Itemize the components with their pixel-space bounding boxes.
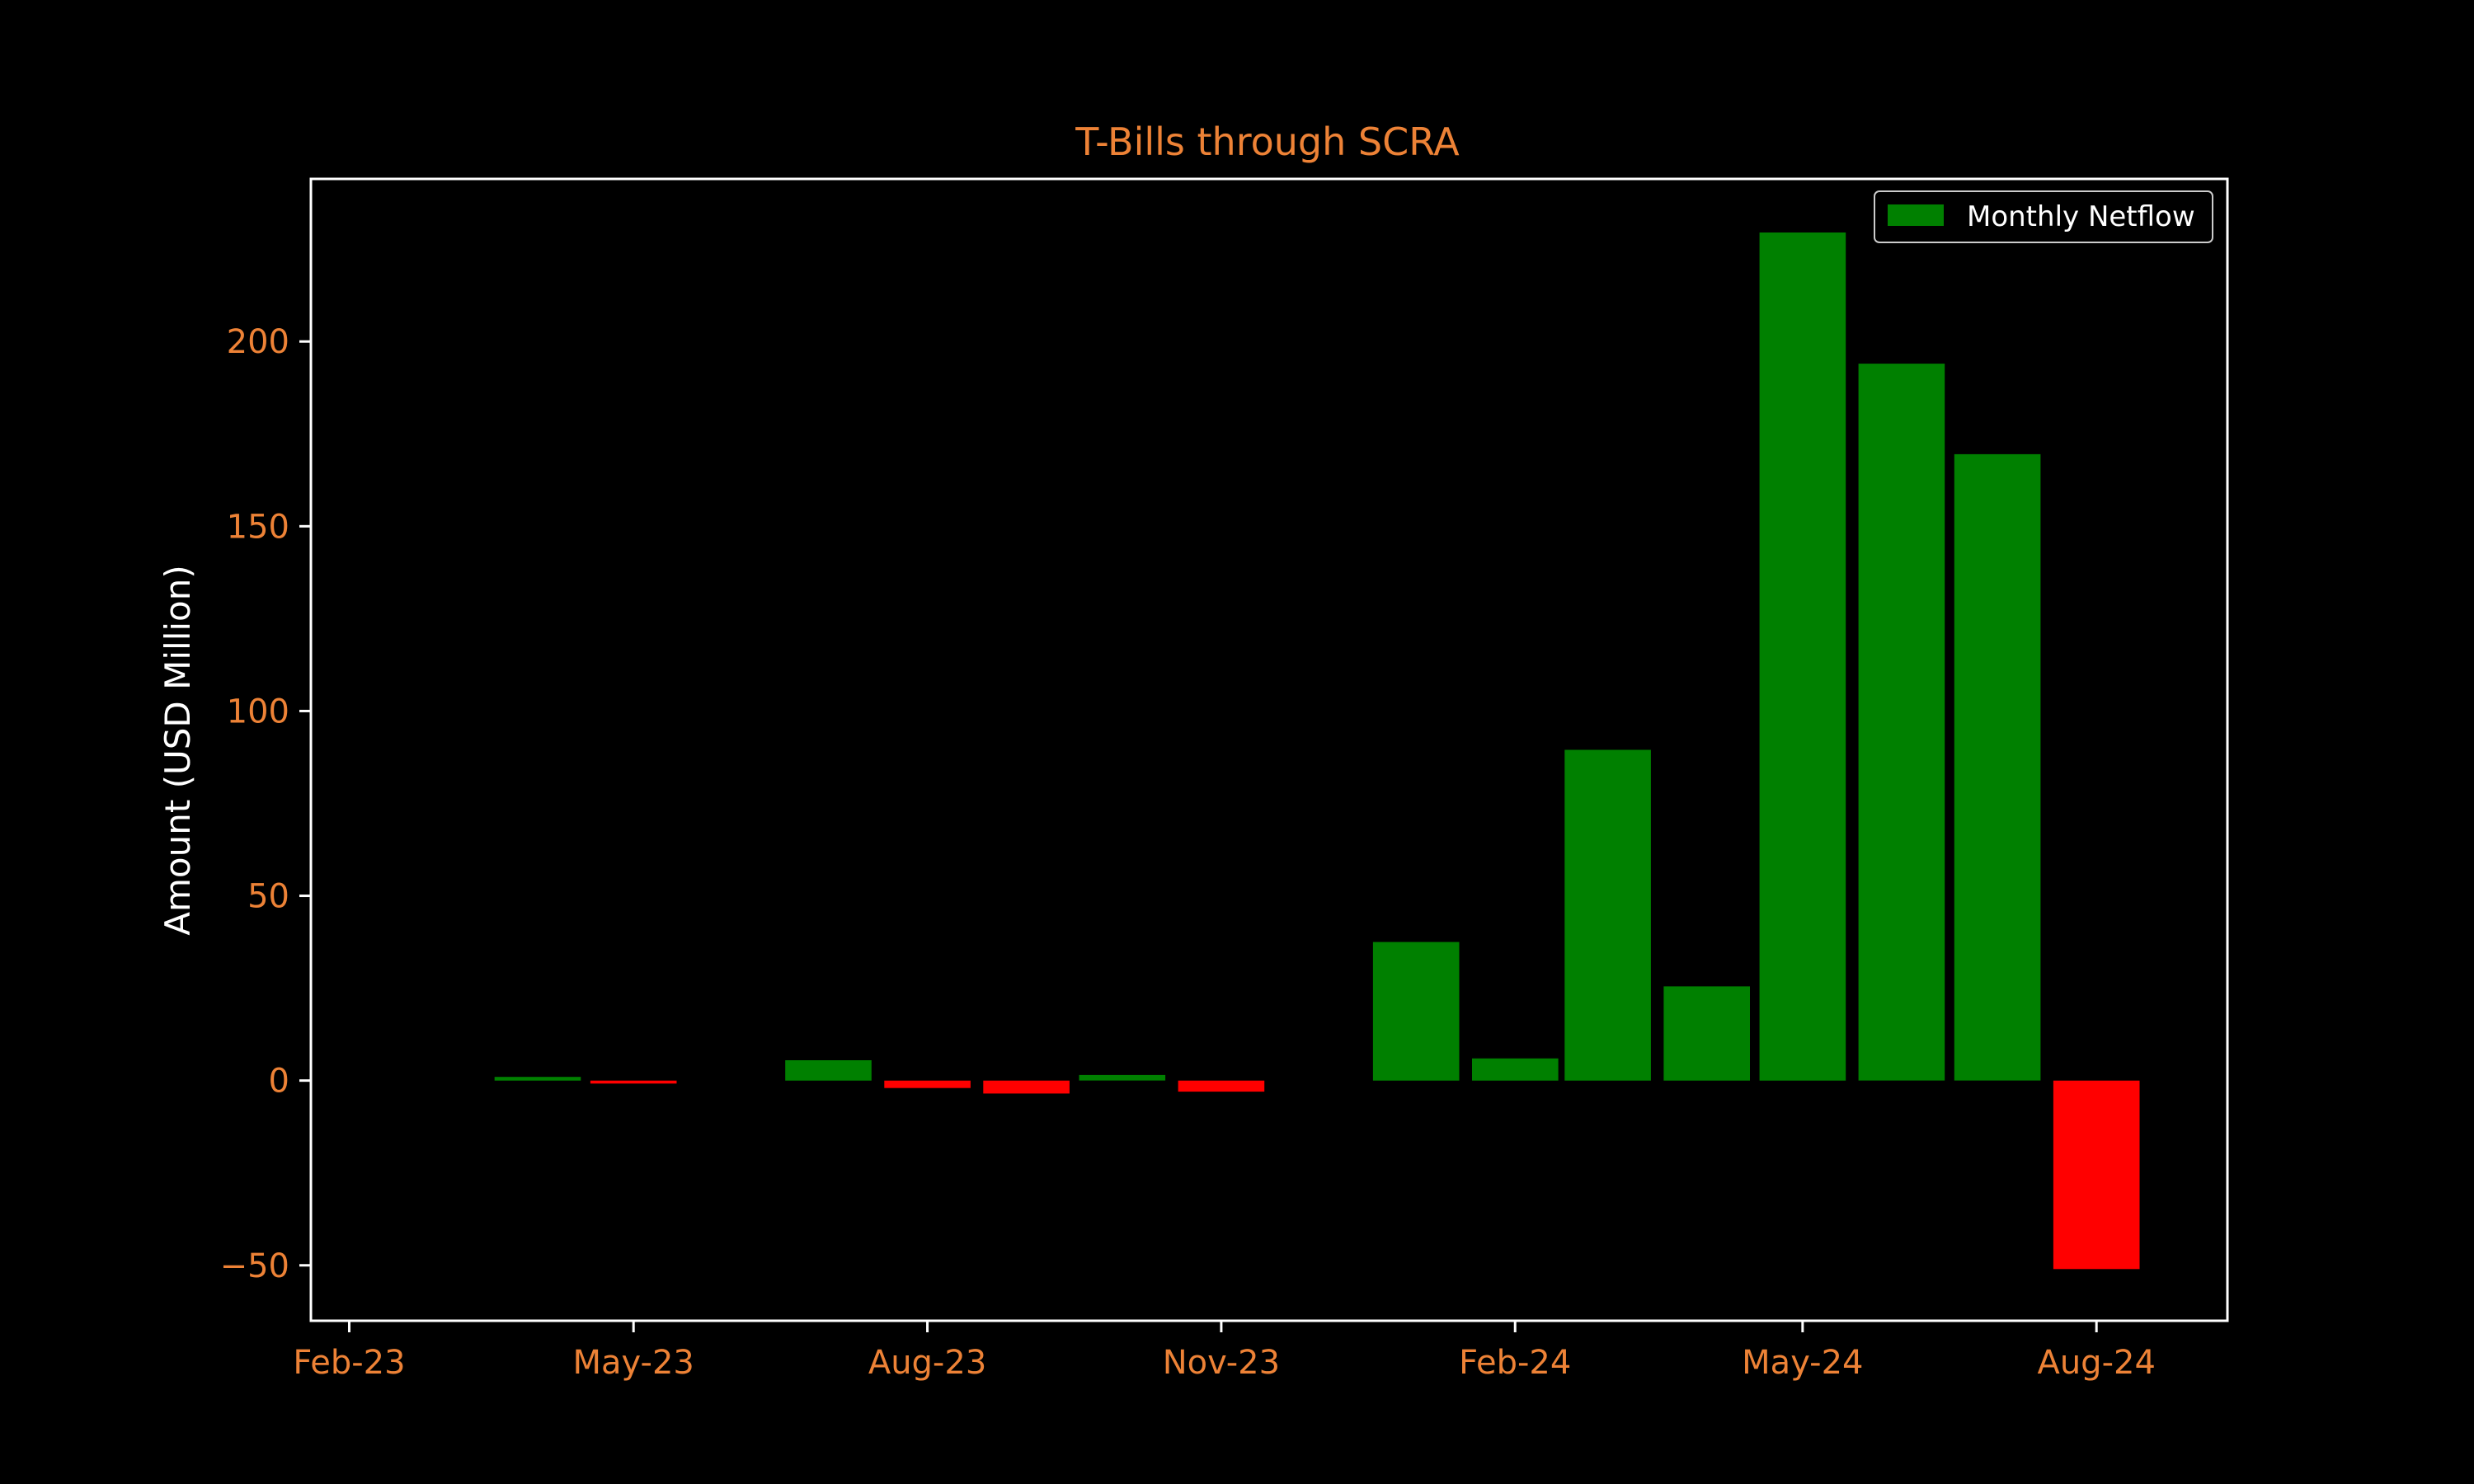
y-tick-label: 50 (247, 878, 289, 916)
bar-2023-10-01 (1079, 1074, 1166, 1081)
bar-2023-09-01 (983, 1080, 1070, 1094)
y-tick-label: 150 (227, 508, 289, 546)
x-tick-label: Feb-23 (293, 1344, 405, 1382)
y-axis-ticks: −50 0 50 100 150 200 (220, 323, 311, 1285)
y-tick-label: 100 (227, 693, 289, 730)
legend-swatch-monthly-netflow (1888, 204, 1944, 226)
legend-box (1874, 190, 2213, 243)
y-axis-label: Amount (USD Million) (158, 565, 198, 936)
bar-2023-04-01 (494, 1077, 581, 1081)
bar-2024-08-01 (2053, 1080, 2140, 1270)
bar-2024-04-01 (1663, 986, 1750, 1081)
bar-2024-06-01 (1858, 364, 1945, 1081)
bar-2024-03-01 (1564, 749, 1651, 1081)
bar-2024-05-01 (1759, 232, 1846, 1081)
legend: Monthly Netflow (1874, 190, 2213, 243)
x-axis-ticks: Feb-23 May-23 Aug-23 Nov-23 Feb-24 May-24 Aug-… (293, 1321, 2156, 1382)
x-tick-label: May-24 (1742, 1344, 1863, 1382)
bar-2024-07-01 (1954, 453, 2041, 1081)
x-tick-label: Nov-23 (1163, 1344, 1280, 1382)
chart-title: T-Bills through SCRA (1075, 120, 1460, 164)
x-tick-label: Aug-23 (868, 1344, 986, 1382)
plot-frame (309, 177, 2229, 1322)
legend-label-monthly-netflow: Monthly Netflow (1967, 200, 2195, 233)
x-tick-label: May-23 (573, 1344, 694, 1382)
bar-2023-11-01 (1178, 1080, 1265, 1092)
bar-2024-02-01 (1472, 1058, 1559, 1081)
bars-group (494, 232, 2140, 1270)
bar-2023-07-01 (785, 1060, 872, 1081)
y-tick-label: 0 (269, 1063, 289, 1101)
x-tick-label: Feb-24 (1459, 1344, 1571, 1382)
x-tick-label: Aug-24 (2037, 1344, 2155, 1382)
bar-2023-08-01 (884, 1080, 971, 1088)
bar-2024-01-01 (1372, 942, 1460, 1081)
y-tick-label: −50 (220, 1247, 289, 1285)
bar-2023-05-01 (590, 1080, 677, 1084)
y-tick-label: 200 (227, 323, 289, 361)
